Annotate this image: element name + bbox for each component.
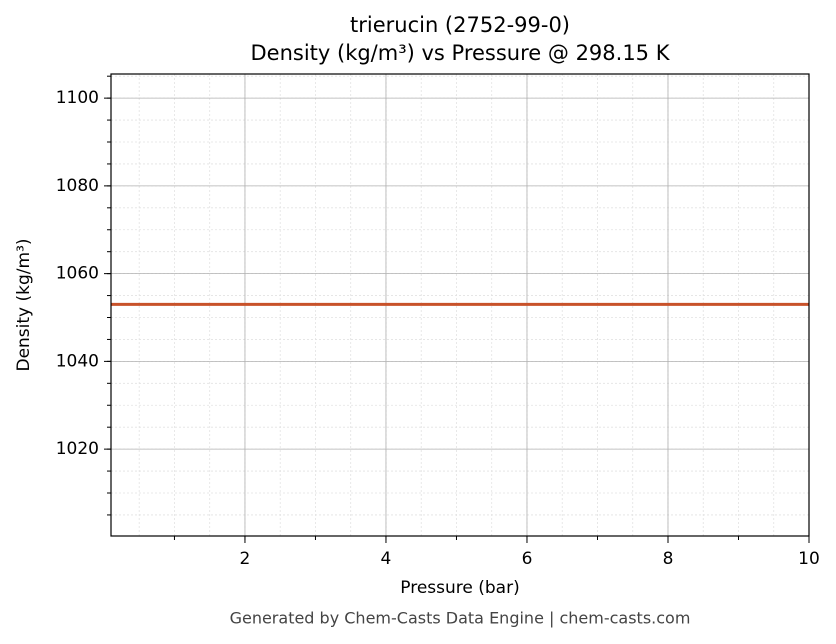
chart-subtitle: Density (kg/m³) vs Pressure @ 298.15 K xyxy=(250,41,670,65)
y-tick-label: 1100 xyxy=(56,88,99,108)
y-axis-label: Density (kg/m³) xyxy=(14,238,34,371)
y-tick-label: 1080 xyxy=(56,176,99,196)
footer: Generated by Chem-Casts Data Engine | ch… xyxy=(230,609,691,628)
y-tick-label: 1040 xyxy=(56,351,99,371)
x-tick-label: 4 xyxy=(381,549,392,569)
x-tick-label: 10 xyxy=(798,549,820,569)
chart-title: trierucin (2752-99-0) xyxy=(350,13,570,37)
plot-frame xyxy=(110,73,810,537)
y-tick-label: 1060 xyxy=(56,264,99,284)
x-tick-label: 6 xyxy=(522,549,533,569)
x-tick-label: 8 xyxy=(663,549,674,569)
x-tick-label: 2 xyxy=(240,549,251,569)
y-tick-label: 1020 xyxy=(56,439,99,459)
x-axis-label: Pressure (bar) xyxy=(400,578,519,598)
